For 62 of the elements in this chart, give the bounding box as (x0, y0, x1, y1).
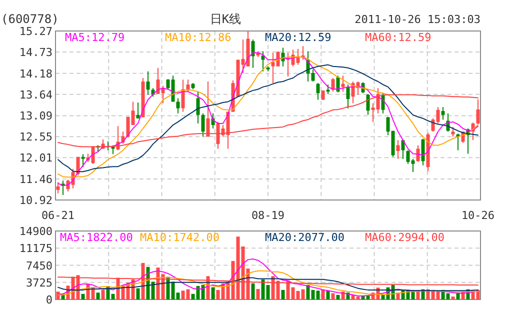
bar (136, 288, 140, 300)
series-label: MA20:12.59 (265, 31, 332, 44)
bar (81, 294, 85, 300)
candlestick (451, 126, 455, 138)
candlestick (441, 106, 445, 120)
bar (321, 289, 325, 300)
text: MA20:2077.00 (265, 231, 344, 244)
line-series (58, 277, 478, 292)
x-tick-label: 08-19 (251, 209, 285, 222)
y-tick-label: 3725 (26, 276, 52, 290)
text: MA60:2994.00 (365, 231, 444, 244)
bar (101, 290, 105, 300)
line-series (58, 270, 478, 296)
bar (251, 283, 255, 300)
y-tick-label: 12.55 (19, 130, 52, 144)
candlestick (331, 78, 335, 92)
y-tick-label: 14.18 (19, 67, 52, 80)
y-tick-label: 13.64 (19, 88, 53, 102)
candlestick (316, 82, 320, 100)
candlestick (56, 182, 60, 194)
candlestick (176, 98, 180, 114)
candlestick (146, 70, 150, 96)
y-tick-label: 13.09 (19, 110, 52, 123)
candlestick (196, 91, 200, 124)
bar (211, 287, 215, 300)
bar (256, 288, 260, 300)
candlestick (251, 39, 255, 68)
y-tick-label: 15.27 (19, 25, 52, 38)
y-tick-label: 10.92 (19, 194, 52, 207)
candlestick (341, 75, 345, 92)
x-tick-label: 10-26 (461, 209, 495, 222)
candlestick (81, 154, 85, 168)
candlestick (416, 144, 420, 162)
y-tick-label: 0 (46, 294, 52, 306)
text: MA5:1822.00 (60, 231, 133, 244)
candlestick (346, 84, 350, 109)
y-tick-label: 14900 (19, 225, 52, 238)
text: MA10:1742.00 (140, 231, 220, 244)
candlestick (421, 138, 425, 166)
chart-title: (600778) (1, 12, 59, 26)
bar (451, 296, 455, 300)
bar (326, 290, 330, 300)
candlestick (201, 112, 205, 138)
y-tick-label: 11.46 (19, 173, 52, 186)
text: MA5:12.79 (65, 31, 125, 44)
x-tick-label: 06-21 (41, 209, 75, 222)
candlestick (326, 84, 330, 94)
text: 2011-10-26 15:03:03 (354, 13, 480, 26)
chart-subtitle: 日K线 (210, 12, 242, 26)
candlestick (366, 93, 370, 116)
y-tick-label: 12.01 (19, 152, 52, 165)
bar (331, 293, 335, 300)
candlestick (136, 102, 140, 119)
bar (96, 292, 100, 300)
y-tick-label: 11175 (19, 242, 52, 256)
bar (281, 290, 285, 300)
bar (336, 294, 340, 300)
candlestick (396, 140, 400, 160)
y-tick-label: 7450 (26, 259, 52, 272)
text: MA10:12.86 (165, 31, 232, 44)
y-tick-label: 14.73 (19, 46, 52, 59)
text: MA60:12.59 (365, 31, 432, 44)
